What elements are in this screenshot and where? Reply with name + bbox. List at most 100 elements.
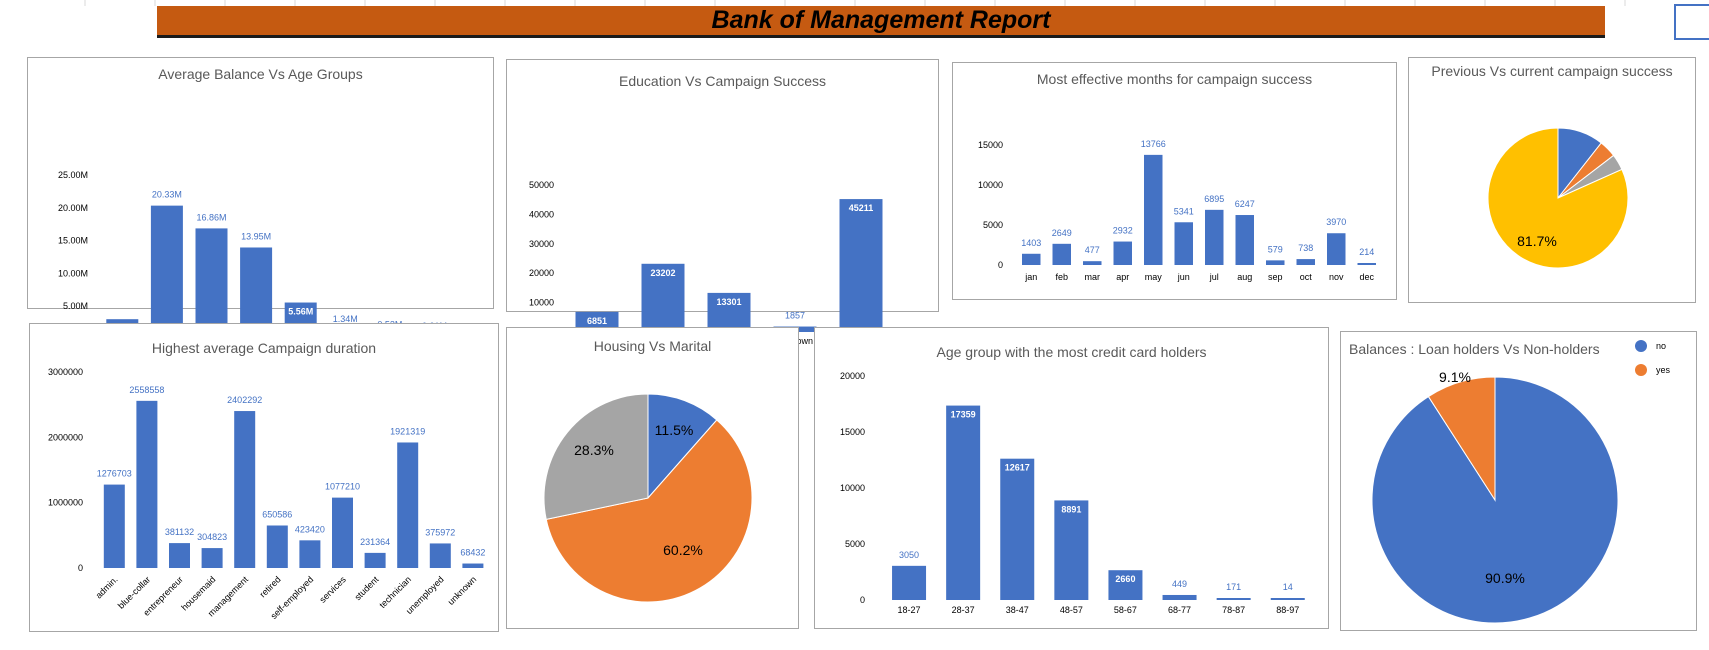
chart-title: Average Balance Vs Age Groups xyxy=(158,66,363,82)
y-tick-label: 0 xyxy=(78,563,83,573)
chart-svg: 0.00M5.00M10.00M15.00M20.00M25.00M3.02M1… xyxy=(58,170,451,355)
data-label: 5.56M xyxy=(288,307,313,317)
x-tick-label: may xyxy=(1145,272,1163,282)
bar xyxy=(1266,260,1285,265)
data-label: 14 xyxy=(1283,582,1293,592)
bar xyxy=(1235,215,1254,265)
chart-education[interactable]: Education Vs Campaign Success 0100002000… xyxy=(506,59,939,346)
bar xyxy=(1144,154,1163,265)
slice-label: 9.1% xyxy=(1439,369,1471,385)
chart-housing[interactable]: Housing Vs Marital 11.5% 60.2% 28.3% xyxy=(506,327,799,629)
chart-svg: 11.5% 60.2% 28.3% xyxy=(543,393,753,603)
bar xyxy=(169,543,190,568)
legend-marker xyxy=(1635,340,1647,352)
x-tick-label: oct xyxy=(1300,272,1313,282)
y-tick-label: 10000 xyxy=(978,180,1003,190)
bar xyxy=(1054,500,1089,600)
data-label: 45211 xyxy=(849,203,874,213)
bar xyxy=(946,405,981,600)
y-tick-label: 50000 xyxy=(529,180,554,190)
legend-label: no xyxy=(1656,341,1666,351)
data-label: 68432 xyxy=(460,548,485,558)
bar xyxy=(266,525,288,568)
y-tick-label: 5000 xyxy=(983,220,1003,230)
y-tick-label: 1000000 xyxy=(48,498,83,508)
chart-title: Balances : Loan holders Vs Non-holders xyxy=(1349,341,1600,357)
data-label: 579 xyxy=(1268,244,1283,254)
data-label: 375972 xyxy=(425,527,455,537)
data-label: 2932 xyxy=(1113,226,1133,236)
x-tick-label: unknown xyxy=(446,574,479,607)
chart-prev-current[interactable]: Previous Vs current campaign success 81.… xyxy=(1408,57,1696,303)
chart-balance-age[interactable]: Average Balance Vs Age Groups 0.00M5.00M… xyxy=(27,57,494,355)
pie-slice xyxy=(1427,376,1496,502)
chart-title: Education Vs Campaign Success xyxy=(619,73,826,89)
x-tick-label: 78-87 xyxy=(1222,605,1245,615)
y-tick-label: 2000000 xyxy=(48,432,83,442)
data-label: 6895 xyxy=(1204,194,1224,204)
bar xyxy=(1174,222,1193,265)
data-label: 3050 xyxy=(899,550,919,560)
bar xyxy=(707,292,751,332)
chart-credit[interactable]: Age group with the most credit card hold… xyxy=(814,327,1329,629)
y-tick-label: 40000 xyxy=(529,209,554,219)
bar xyxy=(462,563,484,568)
chart-title: Most effective months for campaign succe… xyxy=(1036,71,1313,87)
x-tick-label: 28-37 xyxy=(952,605,975,615)
chart-months[interactable]: Most effective months for campaign succe… xyxy=(952,62,1397,300)
chart-svg: 0 1000000 2000000 3000000 1276703 admin. 25585… xyxy=(48,367,485,621)
spreadsheet-gridlines xyxy=(84,0,1626,6)
data-label: 381132 xyxy=(165,527,194,537)
chart-svg: 90.9% 9.1% no yes xyxy=(1371,340,1671,624)
bar xyxy=(195,228,228,339)
selected-cell[interactable] xyxy=(1674,4,1709,40)
chart-title: Highest average Campaign duration xyxy=(151,340,377,356)
data-label: 23202 xyxy=(650,268,675,278)
slice-label: 11.5% xyxy=(655,422,694,438)
data-label: 1857 xyxy=(785,311,805,321)
chart-loans[interactable]: Balances : Loan holders Vs Non-holders 9… xyxy=(1340,331,1697,631)
report-banner: Bank of Management Report xyxy=(157,6,1605,38)
chart-svg: 0 5000 10000 15000 1403 jan 2649 feb 477 mar 2932 a… xyxy=(978,139,1376,282)
x-tick-label: 58-67 xyxy=(1114,605,1137,615)
bar xyxy=(1108,570,1143,600)
x-tick-label: apr xyxy=(1116,272,1129,282)
legend-marker xyxy=(1635,364,1647,376)
data-label: 738 xyxy=(1298,243,1313,253)
x-tick-label: retired xyxy=(258,574,283,599)
bar xyxy=(1000,458,1035,600)
y-tick-label: 0 xyxy=(860,595,865,605)
y-tick-label: 15.00M xyxy=(58,236,88,246)
data-label: 20.33M xyxy=(152,190,182,200)
y-tick-label: 5.00M xyxy=(63,301,88,311)
bar xyxy=(1327,233,1346,265)
chart-duration[interactable]: Highest average Campaign duration 0 10000… xyxy=(29,323,499,632)
y-tick-label: 10000 xyxy=(529,298,554,308)
bar xyxy=(1022,253,1041,265)
chart-title: Housing Vs Marital xyxy=(593,338,712,354)
pie-slice xyxy=(647,393,718,500)
data-label: 1921319 xyxy=(390,426,425,436)
x-tick-label: jun xyxy=(1177,272,1190,282)
bar xyxy=(1113,241,1132,265)
data-label: 423420 xyxy=(295,524,325,534)
bar xyxy=(150,205,183,339)
x-tick-label: aug xyxy=(1237,272,1252,282)
bar xyxy=(1205,209,1224,265)
data-label: 1403 xyxy=(1021,238,1041,248)
data-label: 5341 xyxy=(1174,206,1194,216)
x-tick-label: sep xyxy=(1268,272,1283,282)
data-label: 477 xyxy=(1085,245,1100,255)
bar xyxy=(892,565,927,600)
bar xyxy=(1296,259,1315,265)
data-label: 449 xyxy=(1172,579,1187,589)
data-label: 650586 xyxy=(262,509,292,519)
bar xyxy=(641,263,685,332)
bar xyxy=(136,400,158,568)
data-label: 2660 xyxy=(1115,574,1135,584)
x-tick-label: services xyxy=(317,574,348,605)
data-label: 17359 xyxy=(951,410,976,420)
bar xyxy=(397,442,419,568)
x-tick-label: nov xyxy=(1329,272,1344,282)
data-label: 171 xyxy=(1226,582,1241,592)
